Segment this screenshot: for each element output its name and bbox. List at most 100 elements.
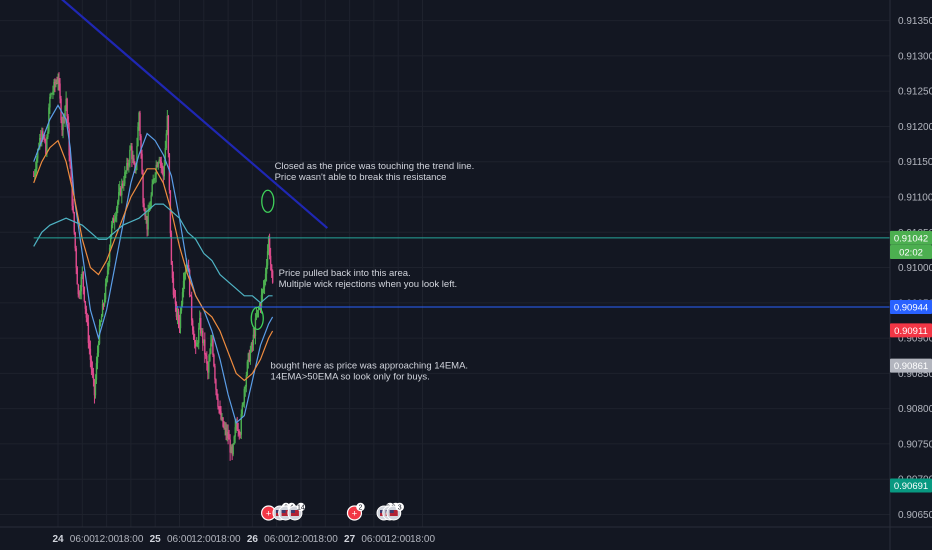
candle-body [137, 126, 139, 147]
candle-body [209, 353, 211, 362]
time-tick-label: 12:00 [94, 534, 119, 545]
candle-body [74, 232, 76, 249]
candle-body [139, 112, 141, 136]
candle-body [131, 146, 133, 160]
candle-body [216, 389, 218, 399]
candle-body [262, 286, 265, 290]
candle-body [269, 255, 272, 265]
candle-body [161, 165, 163, 169]
highlight-circle [261, 189, 275, 213]
price-label-text: 02:02 [899, 248, 923, 259]
candle-body [205, 354, 207, 356]
candle-body [116, 207, 118, 217]
candle-body [34, 172, 36, 176]
candle-body [110, 224, 113, 235]
economic-events[interactable]: +6414+234233 [261, 502, 404, 521]
candle-body [220, 411, 222, 420]
candle-body [80, 276, 82, 292]
candle-body [55, 82, 57, 86]
event-count-badge [395, 502, 404, 512]
candle-body [59, 83, 61, 99]
candle-body [150, 195, 152, 207]
candle-body [210, 343, 212, 354]
candle-body [97, 343, 100, 353]
candle-body [241, 405, 243, 415]
candle-body [173, 294, 176, 297]
flag-canton [380, 510, 385, 513]
candle-body [33, 175, 35, 177]
candle-body [225, 427, 227, 436]
annotation-text: 14EMA>50EMA so look only for buys. [271, 371, 430, 382]
price-label-box [890, 358, 932, 373]
candle-body [93, 379, 96, 396]
candle-body [270, 264, 273, 271]
price-axis[interactable]: 0.906500.907000.907500.908000.908500.909… [889, 0, 932, 550]
price-tick-label: 0.91000 [898, 263, 932, 274]
candle-body [185, 265, 188, 271]
price-label-box [890, 245, 932, 260]
candle-body [226, 431, 228, 436]
candle-body [244, 386, 247, 389]
candle-body [251, 343, 254, 346]
candle-body [165, 133, 168, 149]
candle-body [103, 299, 106, 305]
annotations: Closed as the price was touching the tre… [271, 161, 475, 383]
candle-body [197, 342, 199, 344]
event-marker-icon[interactable]: +2 [346, 502, 365, 521]
candle-body [49, 96, 51, 108]
candle-body [96, 352, 99, 364]
candle-body [120, 187, 122, 196]
candle-body [195, 342, 197, 347]
candle-body [202, 330, 204, 344]
candle-body [48, 107, 50, 132]
candle-body [141, 153, 143, 174]
candle-body [46, 137, 48, 155]
candle-body [208, 361, 210, 373]
candle-body [163, 164, 166, 177]
time-tick-label: 24 [52, 534, 64, 545]
time-tick-label: 06:00 [361, 534, 386, 545]
event-badge-symbol: + [266, 509, 272, 520]
candle-body [107, 262, 110, 271]
candle-body [125, 171, 127, 173]
candle-body [250, 343, 253, 352]
price-label-text: 0.90944 [894, 303, 928, 314]
flag-event-icon[interactable]: 3 [386, 502, 404, 521]
candle-body [162, 168, 164, 177]
candle-body [127, 162, 129, 166]
event-count-badge [356, 502, 365, 512]
candle-body [133, 158, 135, 165]
candle-body [156, 164, 158, 167]
candle-body [246, 361, 249, 376]
candle-body [167, 115, 170, 154]
candle-body [44, 138, 46, 142]
candle-body [54, 81, 56, 86]
price-label-box [890, 323, 932, 338]
price-label-box [890, 230, 932, 245]
candle-body [87, 322, 90, 343]
candle-body [252, 334, 255, 346]
flag-canton [389, 510, 394, 513]
candle-body [215, 379, 217, 390]
candle-body [151, 184, 153, 196]
candle-body [227, 431, 229, 439]
candle-body [222, 417, 224, 427]
candle-body [37, 149, 39, 159]
candle-body [235, 423, 237, 428]
candle-body [178, 321, 181, 329]
time-axis[interactable]: 24 06:00 12:00 18:00 25 06:00 12:00 18:00 26 06:0… [0, 526, 932, 545]
candle-body [233, 436, 235, 444]
flag-canton [275, 510, 280, 513]
candle-body [50, 93, 52, 97]
candle-body [160, 161, 162, 166]
ema-line [33, 203, 273, 304]
event-badge-symbol: + [352, 509, 358, 520]
candle-body [100, 316, 103, 322]
candle-body [142, 173, 144, 204]
candle-body [212, 338, 214, 355]
candle-body [115, 216, 117, 220]
candle-body [112, 218, 115, 223]
flag-event-icon[interactable]: 14 [287, 502, 306, 521]
candle-body [67, 116, 69, 129]
